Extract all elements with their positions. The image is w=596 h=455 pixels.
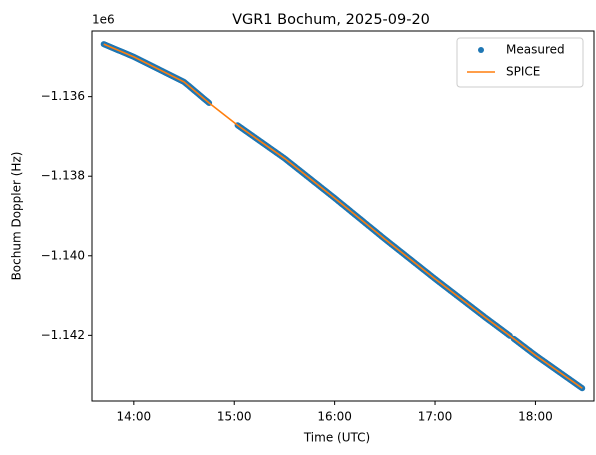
y-tick-label: −1.140	[41, 248, 85, 262]
x-axis: 14:00 15:00 16:00 17:00 18:00	[117, 401, 553, 424]
chart-title: VGR1 Bochum, 2025-09-20	[232, 12, 430, 28]
y-tick-label: −1.142	[41, 328, 85, 342]
x-tick-label: 14:00	[117, 410, 152, 424]
plot-content	[100, 41, 586, 392]
y-axis-label: Bochum Doppler (Hz)	[10, 152, 24, 281]
x-tick-label: 16:00	[317, 410, 352, 424]
legend: Measured SPICE	[456, 37, 584, 88]
x-tick-label: 15:00	[217, 410, 252, 424]
legend-label-measured: Measured	[506, 43, 565, 57]
y-axis-offset-label: 1e6	[92, 13, 115, 27]
legend-box	[456, 37, 584, 88]
spice-line	[103, 43, 583, 389]
plot-frame	[91, 30, 595, 402]
legend-label-spice: SPICE	[506, 65, 540, 79]
y-axis: −1.136 −1.138 −1.140 −1.142	[41, 89, 92, 342]
x-tick-label: 17:00	[418, 410, 453, 424]
y-tick-label: −1.136	[41, 89, 85, 103]
x-tick-label: 18:00	[518, 410, 553, 424]
legend-marker-measured	[478, 47, 484, 53]
y-tick-label: −1.138	[41, 169, 85, 183]
x-axis-label: Time (UTC)	[303, 431, 370, 445]
